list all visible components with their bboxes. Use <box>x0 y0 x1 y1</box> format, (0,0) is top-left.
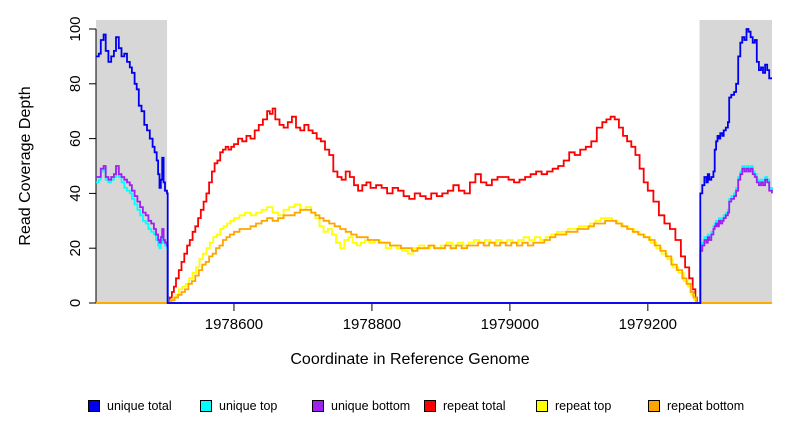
y-tick-label: 100 <box>67 16 84 41</box>
x-tick-label: 1978600 <box>205 316 263 333</box>
x-axis-title: Coordinate in Reference Genome <box>290 351 529 368</box>
legend-item-unique-total: unique total <box>88 399 200 413</box>
legend: unique total unique top unique bottom repea… <box>88 399 760 413</box>
series-line-unique-total <box>96 28 772 304</box>
x-tick-label: 1979200 <box>619 316 677 333</box>
legend-label: repeat total <box>443 399 506 413</box>
legend-item-unique-bottom: unique bottom <box>312 399 424 413</box>
legend-swatch-repeat-top <box>536 400 548 412</box>
x-tick-label: 1979000 <box>481 316 539 333</box>
legend-item-repeat-bottom: repeat bottom <box>648 399 760 413</box>
coverage-chart: 0 20 40 60 80 100 1978600 1978800 1979000 1979200… <box>17 16 773 368</box>
shaded-region-right <box>699 20 772 304</box>
legend-label: repeat bottom <box>667 399 745 413</box>
y-tick-label: 0 <box>67 299 84 307</box>
series-line-repeat-bottom <box>96 208 772 304</box>
y-tick-label: 20 <box>67 240 84 257</box>
legend-swatch-repeat-total <box>424 400 436 412</box>
legend-swatch-unique-total <box>88 400 100 412</box>
series-line-repeat-total <box>96 107 772 304</box>
y-tick-label: 80 <box>67 75 84 92</box>
legend-item-repeat-top: repeat top <box>536 399 648 413</box>
legend-item-repeat-total: repeat total <box>424 399 536 413</box>
y-axis-title: Read Coverage Depth <box>17 86 34 245</box>
legend-swatch-unique-top <box>200 400 212 412</box>
legend-swatch-unique-bottom <box>312 400 324 412</box>
series-line-unique-bottom <box>96 165 773 304</box>
legend-item-unique-top: unique top <box>200 399 312 413</box>
series-line-unique-top <box>96 165 773 304</box>
y-tick-label: 40 <box>67 185 84 202</box>
legend-label: unique top <box>219 399 278 413</box>
x-tick-label: 1978800 <box>343 316 401 333</box>
legend-swatch-repeat-bottom <box>648 400 660 412</box>
legend-label: repeat top <box>555 399 612 413</box>
legend-label: unique total <box>107 399 172 413</box>
legend-label: unique bottom <box>331 399 411 413</box>
shaded-region-left <box>96 20 168 304</box>
y-tick-label: 60 <box>67 130 84 147</box>
